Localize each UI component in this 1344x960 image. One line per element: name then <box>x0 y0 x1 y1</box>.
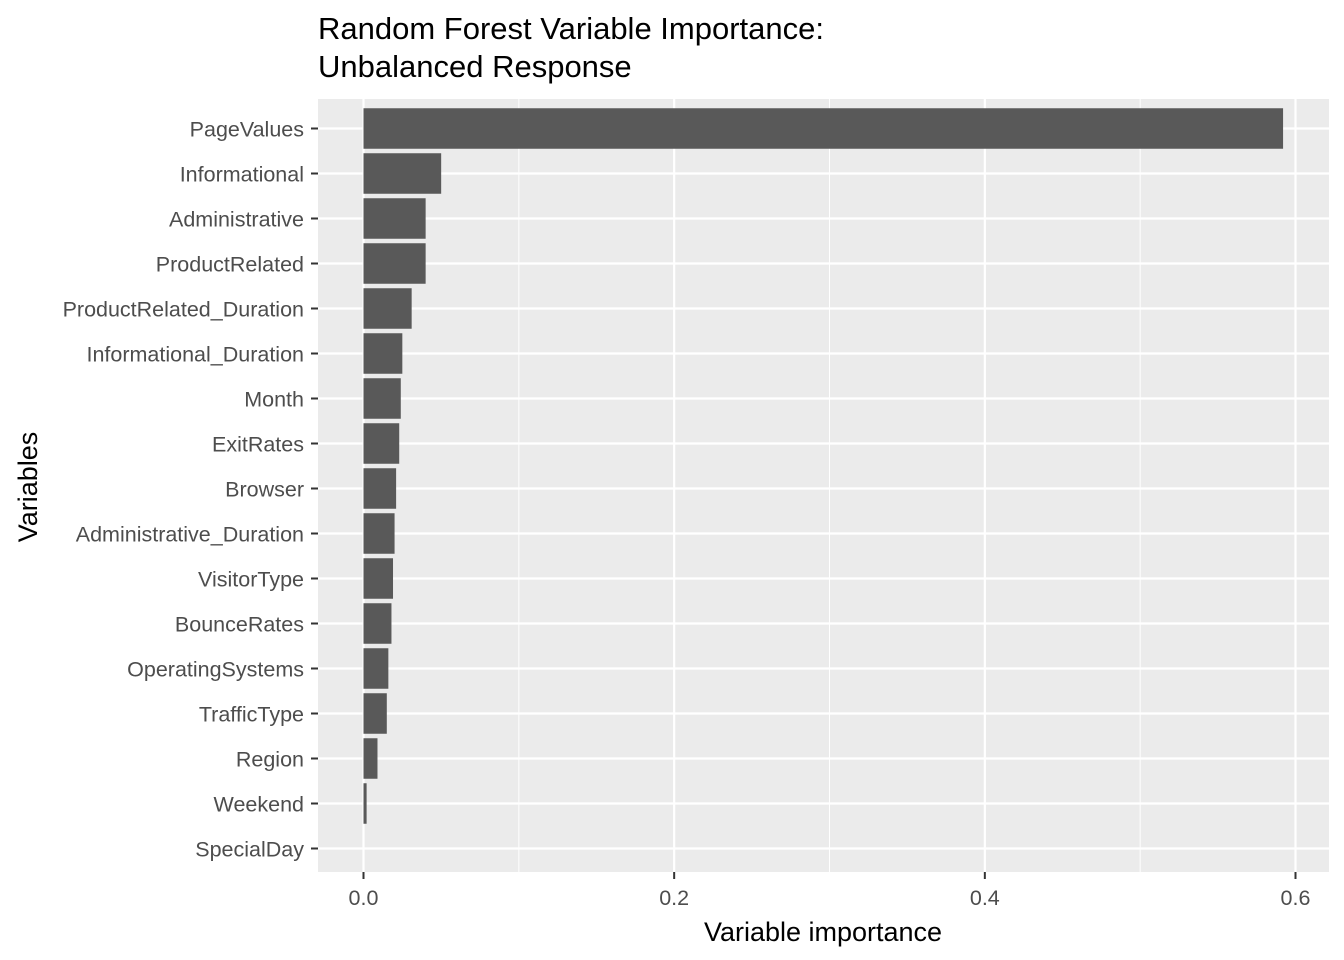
x-tick-label: 0.0 <box>349 886 379 910</box>
bar <box>363 333 403 374</box>
y-tick-label: Informational <box>180 163 304 187</box>
x-axis-label: Variable importance <box>704 917 942 947</box>
x-axis: 0.0 0.2 0.4 0.6 <box>349 872 1311 910</box>
bar <box>363 288 412 329</box>
y-tick-label: Informational_Duration <box>86 343 304 367</box>
x-tick-label: 0.6 <box>1281 886 1311 910</box>
chart-title-line-1: Random Forest Variable Importance: <box>318 11 824 46</box>
y-tick-label: ProductRelated <box>156 253 304 277</box>
bar <box>363 423 400 464</box>
y-tick-label: Browser <box>225 478 304 502</box>
y-tick-label: Weekend <box>214 793 304 817</box>
y-tick-label: ProductRelated_Duration <box>63 298 304 322</box>
bar <box>363 558 394 599</box>
y-tick-label: Administrative_Duration <box>76 523 304 547</box>
bar <box>363 378 401 419</box>
y-tick-label: ExitRates <box>212 433 304 457</box>
y-tick-label: SpecialDay <box>195 838 304 862</box>
bar <box>363 153 442 194</box>
bar <box>363 198 426 239</box>
chart-title-line-2: Unbalanced Response <box>318 49 632 84</box>
y-tick-label: VisitorType <box>198 568 304 592</box>
plot-panel <box>318 99 1329 872</box>
x-tick-label: 0.4 <box>970 886 1000 910</box>
bar <box>363 243 426 284</box>
bars <box>363 108 1284 824</box>
y-tick-label: PageValues <box>190 118 304 142</box>
y-tick-label: OperatingSystems <box>127 658 304 682</box>
bar <box>363 468 397 509</box>
y-axis: PageValues Informational Administrative Pro… <box>63 118 318 862</box>
y-tick-label: BounceRates <box>175 613 304 637</box>
y-tick-label: Region <box>236 748 304 772</box>
y-tick-label: Administrative <box>169 208 304 232</box>
y-tick-label: Month <box>244 388 304 412</box>
bar <box>363 693 387 734</box>
y-axis-label: Variables <box>13 432 43 543</box>
bar <box>363 513 395 554</box>
x-tick-label: 0.2 <box>659 886 689 910</box>
bar <box>363 108 1284 149</box>
bar <box>363 648 389 689</box>
bar <box>363 783 367 824</box>
bar <box>363 738 378 779</box>
y-tick-label: TrafficType <box>199 703 304 727</box>
bar <box>363 603 392 644</box>
